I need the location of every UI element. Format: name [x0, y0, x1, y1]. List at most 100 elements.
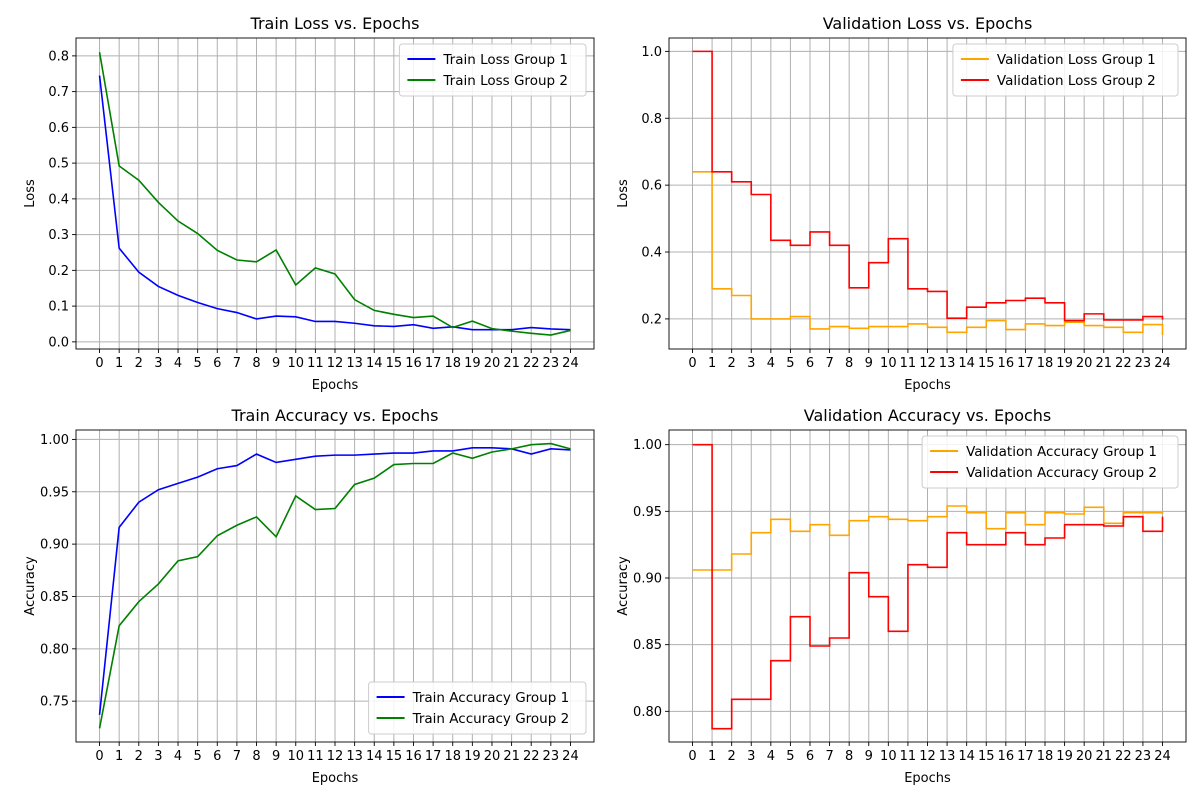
chart-3-ytick-label: 0.75	[40, 695, 69, 710]
chart-1-series-train-loss-group-2	[98, 52, 571, 336]
chart-4-xtick-label: 16	[998, 749, 1015, 764]
chart-4-xtick-label: 8	[845, 749, 853, 764]
chart-2-xtick-label: 21	[1095, 356, 1112, 371]
chart-3-legend-box	[368, 681, 587, 735]
chart-2-ytick-label: 0.2	[641, 312, 662, 327]
chart-2-ytick-label: 0.4	[641, 246, 662, 261]
chart-4-xtick-label: 20	[1076, 749, 1093, 764]
chart-3-xtick-label: 7	[233, 749, 241, 764]
chart-2-legend: Validation Loss Group 1 Validation Loss G…	[952, 43, 1179, 97]
chart-3-title: Train Accuracy vs. Epochs	[231, 406, 439, 425]
chart-4-xtick-label: 11	[900, 749, 917, 764]
chart-1-xtick-label: 2	[135, 356, 143, 371]
chart-4-xtick-label: 4	[767, 749, 775, 764]
chart-1-ytick-label: 0.6	[48, 121, 69, 136]
chart-4-ytick-label: 0.90	[633, 572, 662, 587]
chart-3-xtick-label: 13	[346, 749, 363, 764]
chart-2-xtick-label: 1	[708, 356, 716, 371]
chart-1-xtick-label: 17	[425, 356, 442, 371]
chart-1-series-train-loss-group-1	[98, 75, 571, 331]
chart-1-xtick-label: 20	[484, 356, 501, 371]
chart-4-xtick-label: 3	[747, 749, 755, 764]
chart-4-ytick-label: 0.95	[633, 505, 662, 520]
chart-3-xtick-label: 5	[194, 749, 202, 764]
chart-1-xtick-label: 6	[213, 356, 221, 371]
chart-2-xtick-label: 15	[978, 356, 995, 371]
chart-2-xtick-label: 18	[1037, 356, 1054, 371]
chart-2-xtick-label: 8	[845, 356, 853, 371]
chart-4: 0 1 2 3 4 5 6 7 8 9 10 11 12 13 14 15 16 17 18 19 20 21 22 23 24…	[616, 406, 1187, 786]
chart-1-xtick-label: 23	[543, 356, 560, 371]
chart-4-xtick-label: 7	[825, 749, 833, 764]
chart-2-xtick-label: 6	[806, 356, 814, 371]
chart-4-xtick-label: 24	[1154, 749, 1171, 764]
chart-1-xtick-label: 15	[386, 356, 403, 371]
chart-2-ylabel: Loss	[616, 179, 631, 208]
chart-4-legend-label: Validation Accuracy Group 1	[966, 444, 1157, 460]
chart-1-xtick-label: 4	[174, 356, 182, 371]
chart-1-legend-label: Train Loss Group 2	[442, 73, 568, 89]
chart-1-xtick-label: 5	[194, 356, 202, 371]
chart-3-xtick-label: 24	[562, 749, 579, 764]
chart-4-xtick-label: 19	[1056, 749, 1073, 764]
chart-1-xtick-label: 10	[287, 356, 304, 371]
chart-2-grid	[669, 38, 1186, 349]
chart-4-xtick-label: 14	[958, 749, 975, 764]
chart-1-ytick-label: 0.4	[48, 192, 69, 207]
chart-1-grid	[76, 38, 594, 349]
chart-4-xtick-label: 1	[708, 749, 716, 764]
chart-1-ytick-label: 0.0	[48, 335, 69, 350]
chart-3-series-train-accuracy-group-1	[98, 446, 571, 715]
chart-3-ytick-label: 1.00	[40, 433, 69, 448]
chart-3-xtick-label: 2	[135, 749, 143, 764]
chart-3-xtick-label: 8	[252, 749, 260, 764]
chart-3-legend-label: Train Accuracy Group 1	[412, 690, 570, 706]
chart-1-ytick-label: 0.8	[48, 49, 69, 64]
chart-2-xtick-label: 3	[747, 356, 755, 371]
chart-1-xtick-label: 19	[464, 356, 481, 371]
chart-3-xtick-label: 9	[272, 749, 280, 764]
chart-2-ytick-label: 0.8	[641, 112, 662, 127]
chart-4-title: Validation Accuracy vs. Epochs	[804, 406, 1052, 425]
chart-2-xtick-label: 11	[900, 356, 917, 371]
chart-3-legend-label: Train Accuracy Group 2	[412, 711, 570, 727]
chart-2-series-validation-loss-group-2	[692, 50, 1164, 322]
chart-2-xtick-label: 9	[865, 356, 873, 371]
chart-1-xtick-label: 1	[115, 356, 123, 371]
chart-3-xlabel: Epochs	[312, 771, 359, 786]
chart-4-xtick-label: 21	[1095, 749, 1112, 764]
chart-2-xtick-label: 2	[728, 356, 736, 371]
chart-4-xtick-label: 23	[1135, 749, 1152, 764]
chart-2-ytick-label: 0.6	[641, 179, 662, 194]
chart-3-xtick-label: 14	[366, 749, 383, 764]
chart-1-xtick-label: 22	[523, 356, 540, 371]
chart-2-xtick-label: 13	[939, 356, 956, 371]
chart-2-series-validation-loss-group-1	[692, 170, 1164, 335]
chart-4-xtick-label: 9	[865, 749, 873, 764]
chart-4-ylabel: Accuracy	[616, 556, 631, 616]
chart-2-xtick-label: 10	[880, 356, 897, 371]
chart-4-legend: Validation Accuracy Group 1 Validation Ac…	[921, 435, 1179, 489]
chart-3-xtick-label: 20	[484, 749, 501, 764]
chart-2-xtick-label: 20	[1076, 356, 1093, 371]
chart-1-xtick-label: 18	[444, 356, 461, 371]
chart-1-xtick-label: 3	[154, 356, 162, 371]
chart-2-legend-label: Validation Loss Group 1	[997, 52, 1156, 68]
chart-1-xtick-label: 21	[503, 356, 520, 371]
chart-1-legend-box	[398, 43, 587, 97]
chart-3-ytick-label: 0.85	[40, 590, 69, 605]
chart-1-xlabel: Epochs	[312, 378, 359, 393]
chart-3-xtick-label: 4	[174, 749, 182, 764]
chart-4-xlabel: Epochs	[904, 771, 951, 786]
chart-2-xtick-label: 17	[1017, 356, 1034, 371]
chart-4-xtick-label: 0	[688, 749, 696, 764]
chart-4-xtick-label: 17	[1017, 749, 1034, 764]
chart-4-ytick-label: 0.80	[633, 705, 662, 720]
chart-3-series-train-accuracy-group-2	[98, 442, 571, 729]
chart-1-legend: Train Loss Group 1 Train Loss Group 2	[398, 43, 587, 97]
chart-1-title: Train Loss vs. Epochs	[250, 14, 420, 33]
chart-4-xtick-label: 13	[939, 749, 956, 764]
chart-2-ytick-label: 1.0	[641, 45, 662, 60]
chart-4-ytick-label: 1.00	[633, 438, 662, 453]
